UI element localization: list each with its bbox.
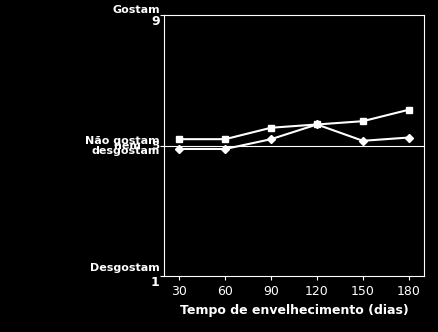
Text: desgostam: desgostam xyxy=(91,146,159,156)
Text: Desgostam: Desgostam xyxy=(90,263,159,273)
Text: 1: 1 xyxy=(151,277,159,290)
X-axis label: Tempo de envelhecimento (dias): Tempo de envelhecimento (dias) xyxy=(179,304,407,317)
Text: 9: 9 xyxy=(151,15,159,28)
Text: Gostam: Gostam xyxy=(112,5,159,15)
Text: Não gostam: Não gostam xyxy=(85,136,159,146)
Text: nem   5: nem 5 xyxy=(113,141,159,151)
